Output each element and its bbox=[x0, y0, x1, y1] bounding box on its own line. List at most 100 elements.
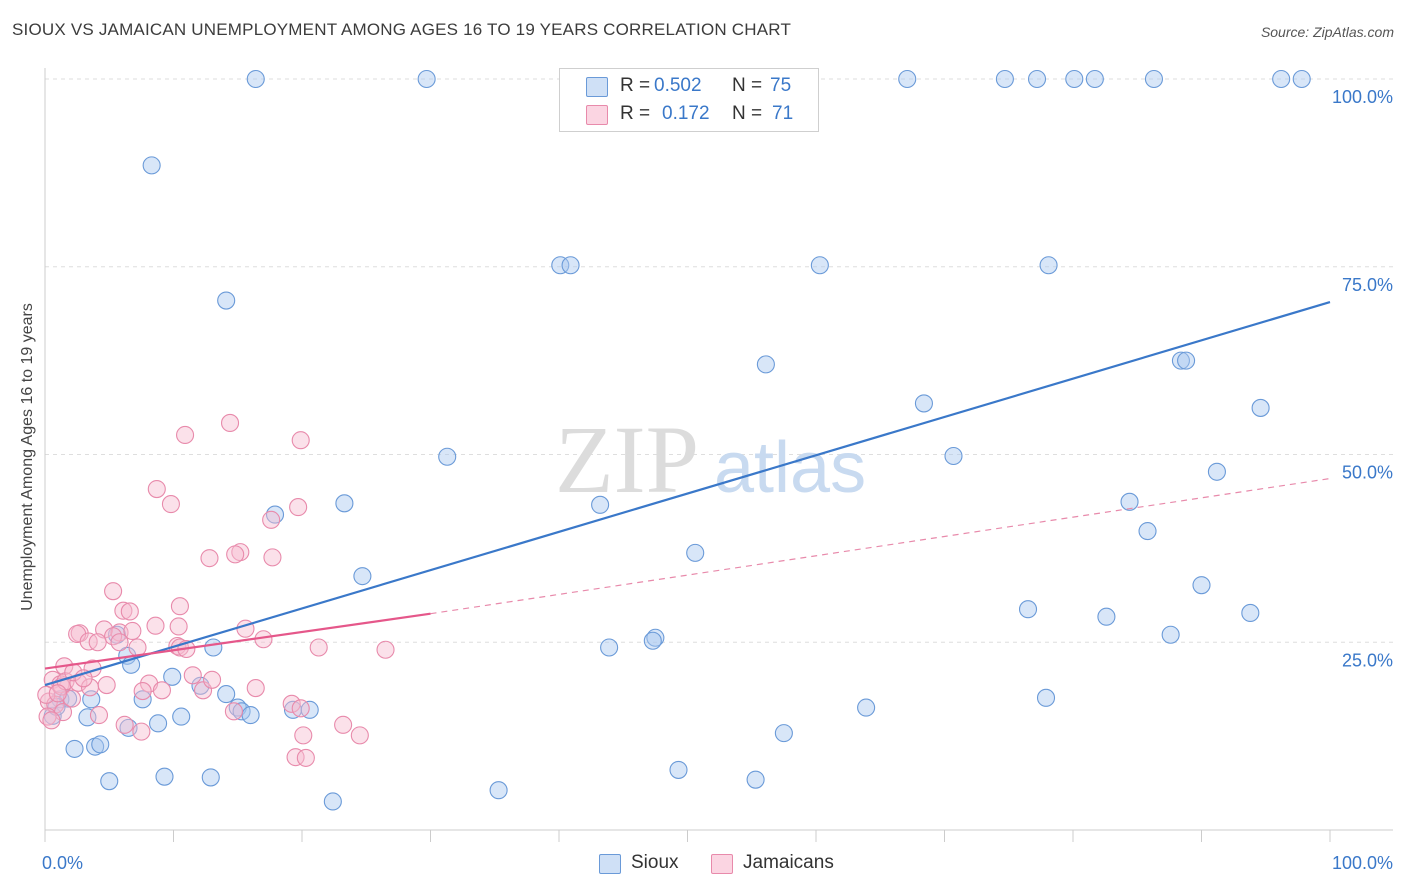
jamaican-trend-line bbox=[44, 612, 431, 670]
jamaican-point bbox=[262, 510, 281, 529]
correlation-legend: R = 0.502 N = 75 R = 0.172 N = 71 bbox=[559, 68, 819, 132]
sioux-point bbox=[1192, 576, 1211, 595]
sioux-point bbox=[944, 446, 963, 466]
jamaican-point bbox=[263, 548, 282, 567]
trend-lines bbox=[44, 300, 1331, 687]
sioux-point bbox=[746, 770, 765, 789]
tick-labels: 25.0% 50.0% 75.0% 100.0% 0.0% 100.0% bbox=[42, 87, 1393, 873]
sioux-point bbox=[1097, 607, 1116, 626]
sioux-point bbox=[669, 760, 688, 779]
jamaican-point bbox=[169, 617, 188, 636]
sioux-point bbox=[1207, 462, 1226, 481]
watermark-atlas: atlas bbox=[714, 428, 866, 508]
bottom-legend-swatch-jamaicans bbox=[711, 854, 733, 874]
jamaican-point bbox=[286, 748, 305, 767]
legend-r-label: R = bbox=[620, 75, 651, 96]
jamaican-point bbox=[114, 601, 133, 620]
jamaican-point bbox=[176, 425, 195, 445]
sioux-point bbox=[898, 69, 917, 89]
legend-swatch-sioux bbox=[586, 77, 608, 97]
sioux-point bbox=[914, 394, 933, 413]
sioux-point bbox=[241, 706, 260, 725]
jamaican-point bbox=[120, 602, 139, 621]
jamaican-trend-line-extension bbox=[430, 477, 1331, 615]
sioux-point bbox=[600, 638, 619, 657]
jamaican-point bbox=[226, 545, 245, 564]
jamaican-point bbox=[88, 633, 107, 652]
y-tick-label: 75.0% bbox=[1342, 275, 1393, 295]
jamaican-point bbox=[291, 431, 310, 450]
jamaican-point bbox=[294, 726, 313, 745]
sioux-point bbox=[756, 355, 775, 374]
sioux-point bbox=[643, 631, 662, 650]
bottom-legend-swatch-sioux bbox=[599, 854, 621, 874]
jamaican-point bbox=[350, 726, 369, 745]
sioux-point bbox=[1039, 256, 1058, 275]
jamaican-point bbox=[376, 640, 395, 659]
sioux-point bbox=[353, 567, 372, 586]
sioux-point bbox=[91, 735, 110, 754]
jamaican-point bbox=[334, 715, 353, 734]
legend-r-value: 0.502 bbox=[654, 75, 702, 96]
jamaican-point bbox=[147, 479, 166, 499]
sioux-point bbox=[204, 638, 223, 657]
jamaican-point bbox=[291, 699, 310, 718]
legend-r-label: R = bbox=[620, 103, 651, 124]
jamaican-point bbox=[146, 616, 165, 635]
jamaican-point bbox=[132, 722, 151, 741]
sioux-point bbox=[100, 772, 119, 791]
jamaican-point bbox=[246, 679, 265, 698]
jamaican-point bbox=[97, 676, 116, 695]
data-points bbox=[37, 69, 1311, 811]
sioux-point bbox=[686, 543, 705, 562]
y-tick-label: 50.0% bbox=[1342, 463, 1393, 483]
sioux-point bbox=[335, 494, 354, 513]
jamaican-point bbox=[89, 706, 109, 725]
sioux-point bbox=[1085, 69, 1104, 89]
sioux-point bbox=[1036, 688, 1056, 707]
watermark-zip: ZIP bbox=[555, 406, 699, 513]
chart-title: SIOUX VS JAMAICAN UNEMPLOYMENT AMONG AGE… bbox=[12, 20, 792, 39]
y-axis-label: Unemployment Among Ages 16 to 19 years bbox=[19, 303, 36, 611]
jamaican-point bbox=[200, 549, 219, 568]
legend-n-label: N = bbox=[732, 103, 763, 124]
sioux-point bbox=[201, 768, 220, 787]
jamaican-point bbox=[37, 685, 56, 704]
sioux-point bbox=[300, 700, 319, 719]
source-credit: Source: ZipAtlas.com bbox=[1260, 24, 1394, 40]
sioux-point bbox=[1120, 492, 1139, 511]
jamaican-point bbox=[224, 702, 243, 721]
sioux-point bbox=[217, 685, 236, 704]
jamaican-point bbox=[133, 682, 152, 701]
sioux-point bbox=[1138, 522, 1157, 541]
x-tick-label-min: 0.0% bbox=[42, 853, 83, 873]
sioux-point bbox=[591, 495, 610, 514]
sioux-point bbox=[1161, 625, 1180, 644]
jamaican-point bbox=[161, 495, 180, 514]
sioux-point bbox=[1292, 69, 1311, 89]
jamaican-point bbox=[62, 689, 82, 708]
sioux-point bbox=[857, 698, 876, 717]
legend-n-value: 75 bbox=[770, 75, 792, 96]
legend-n-label: N = bbox=[732, 75, 763, 96]
sioux-point bbox=[172, 707, 191, 726]
sioux-point bbox=[78, 708, 97, 727]
sioux-point bbox=[1144, 69, 1164, 89]
sioux-point bbox=[995, 69, 1014, 89]
sioux-point bbox=[1241, 603, 1260, 623]
jamaican-point bbox=[42, 711, 61, 730]
jamaican-point bbox=[289, 498, 308, 517]
jamaican-point bbox=[183, 666, 202, 685]
sioux-point bbox=[1272, 69, 1291, 89]
sioux-point bbox=[646, 628, 665, 647]
jamaican-point bbox=[194, 681, 213, 700]
jamaican-point bbox=[170, 597, 189, 616]
sioux-point bbox=[1065, 69, 1084, 89]
sioux-point bbox=[810, 256, 829, 275]
sioux-point bbox=[155, 767, 174, 786]
sioux-point bbox=[149, 714, 168, 733]
jamaican-point bbox=[48, 684, 67, 703]
jamaican-point bbox=[203, 670, 222, 689]
bottom-legend-label-jamaicans: Jamaicans bbox=[743, 852, 834, 873]
